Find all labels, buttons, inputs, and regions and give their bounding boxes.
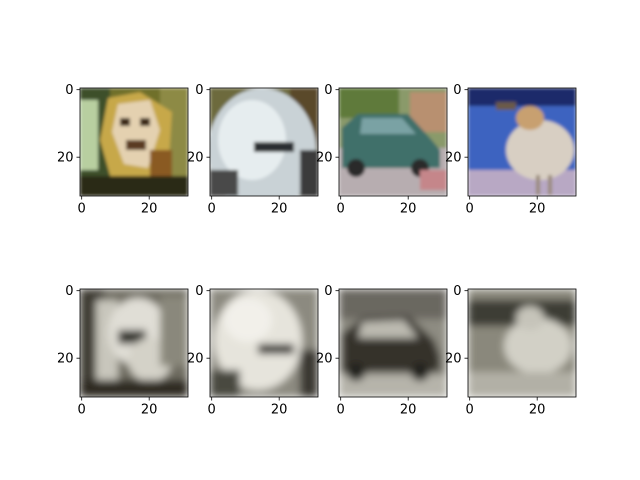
y-tick-label: 20 <box>187 151 204 166</box>
x-tick-label: 0 <box>78 202 86 217</box>
x-tick-label: 0 <box>466 403 474 418</box>
x-tick-label: 0 <box>337 202 345 217</box>
panel-image-r1c1 <box>210 289 318 397</box>
panel-frame <box>467 87 577 197</box>
x-tick-label: 20 <box>271 202 288 217</box>
y-tick-label: 20 <box>187 352 204 367</box>
x-tick-label: 20 <box>400 202 417 217</box>
panel-frame <box>338 288 448 398</box>
y-tick-label: 20 <box>316 352 333 367</box>
panel-frame <box>467 288 577 398</box>
panel-frame <box>338 87 448 197</box>
panel-image-r1c3 <box>468 289 576 397</box>
panel-frame <box>209 87 319 197</box>
x-tick-label: 20 <box>141 403 158 418</box>
y-tick-label: 0 <box>453 284 461 299</box>
y-tick-label: 0 <box>453 83 461 98</box>
panel-axes-r0c1: 0 20 0 20 <box>187 83 319 217</box>
x-tick-label: 20 <box>529 202 546 217</box>
x-tick-label: 0 <box>208 403 216 418</box>
panel-frame <box>79 87 189 197</box>
panel-image-r0c0 <box>80 88 188 196</box>
panel-axes-r1c2: 0 20 0 20 <box>316 284 448 418</box>
panel-image-r0c3 <box>468 88 576 196</box>
panel-frame <box>79 288 189 398</box>
y-tick-label: 20 <box>445 352 462 367</box>
panel-axes-r0c0: 0 20 0 20 <box>57 83 189 217</box>
x-tick-label: 0 <box>78 403 86 418</box>
y-tick-label: 0 <box>195 284 203 299</box>
x-tick-label: 20 <box>529 403 546 418</box>
y-tick-label: 20 <box>445 151 462 166</box>
y-tick-label: 0 <box>324 83 332 98</box>
y-tick-label: 0 <box>195 83 203 98</box>
panel-axes-r1c0: 0 20 0 20 <box>57 284 189 418</box>
panel-axes-r0c2: 0 20 0 20 <box>316 83 448 217</box>
y-tick-label: 0 <box>65 284 73 299</box>
panel-axes-r1c1: 0 20 0 20 <box>187 284 319 418</box>
y-tick-label: 20 <box>57 151 74 166</box>
y-tick-label: 0 <box>324 284 332 299</box>
x-tick-label: 20 <box>400 403 417 418</box>
panel-axes-r0c3: 0 20 0 20 <box>445 83 577 217</box>
x-tick-label: 20 <box>141 202 158 217</box>
y-tick-label: 0 <box>65 83 73 98</box>
panel-image-r1c2 <box>339 289 447 397</box>
x-tick-label: 0 <box>337 403 345 418</box>
panel-image-r0c1 <box>210 88 318 196</box>
y-tick-label: 20 <box>316 151 333 166</box>
panel-frame <box>209 288 319 398</box>
panel-axes-r1c3: 0 20 0 20 <box>445 284 577 418</box>
panel-image-r1c0 <box>80 289 188 397</box>
x-tick-label: 0 <box>208 202 216 217</box>
x-tick-label: 0 <box>466 202 474 217</box>
y-tick-label: 20 <box>57 352 74 367</box>
x-tick-label: 20 <box>271 403 288 418</box>
panel-image-r0c2 <box>339 88 447 196</box>
